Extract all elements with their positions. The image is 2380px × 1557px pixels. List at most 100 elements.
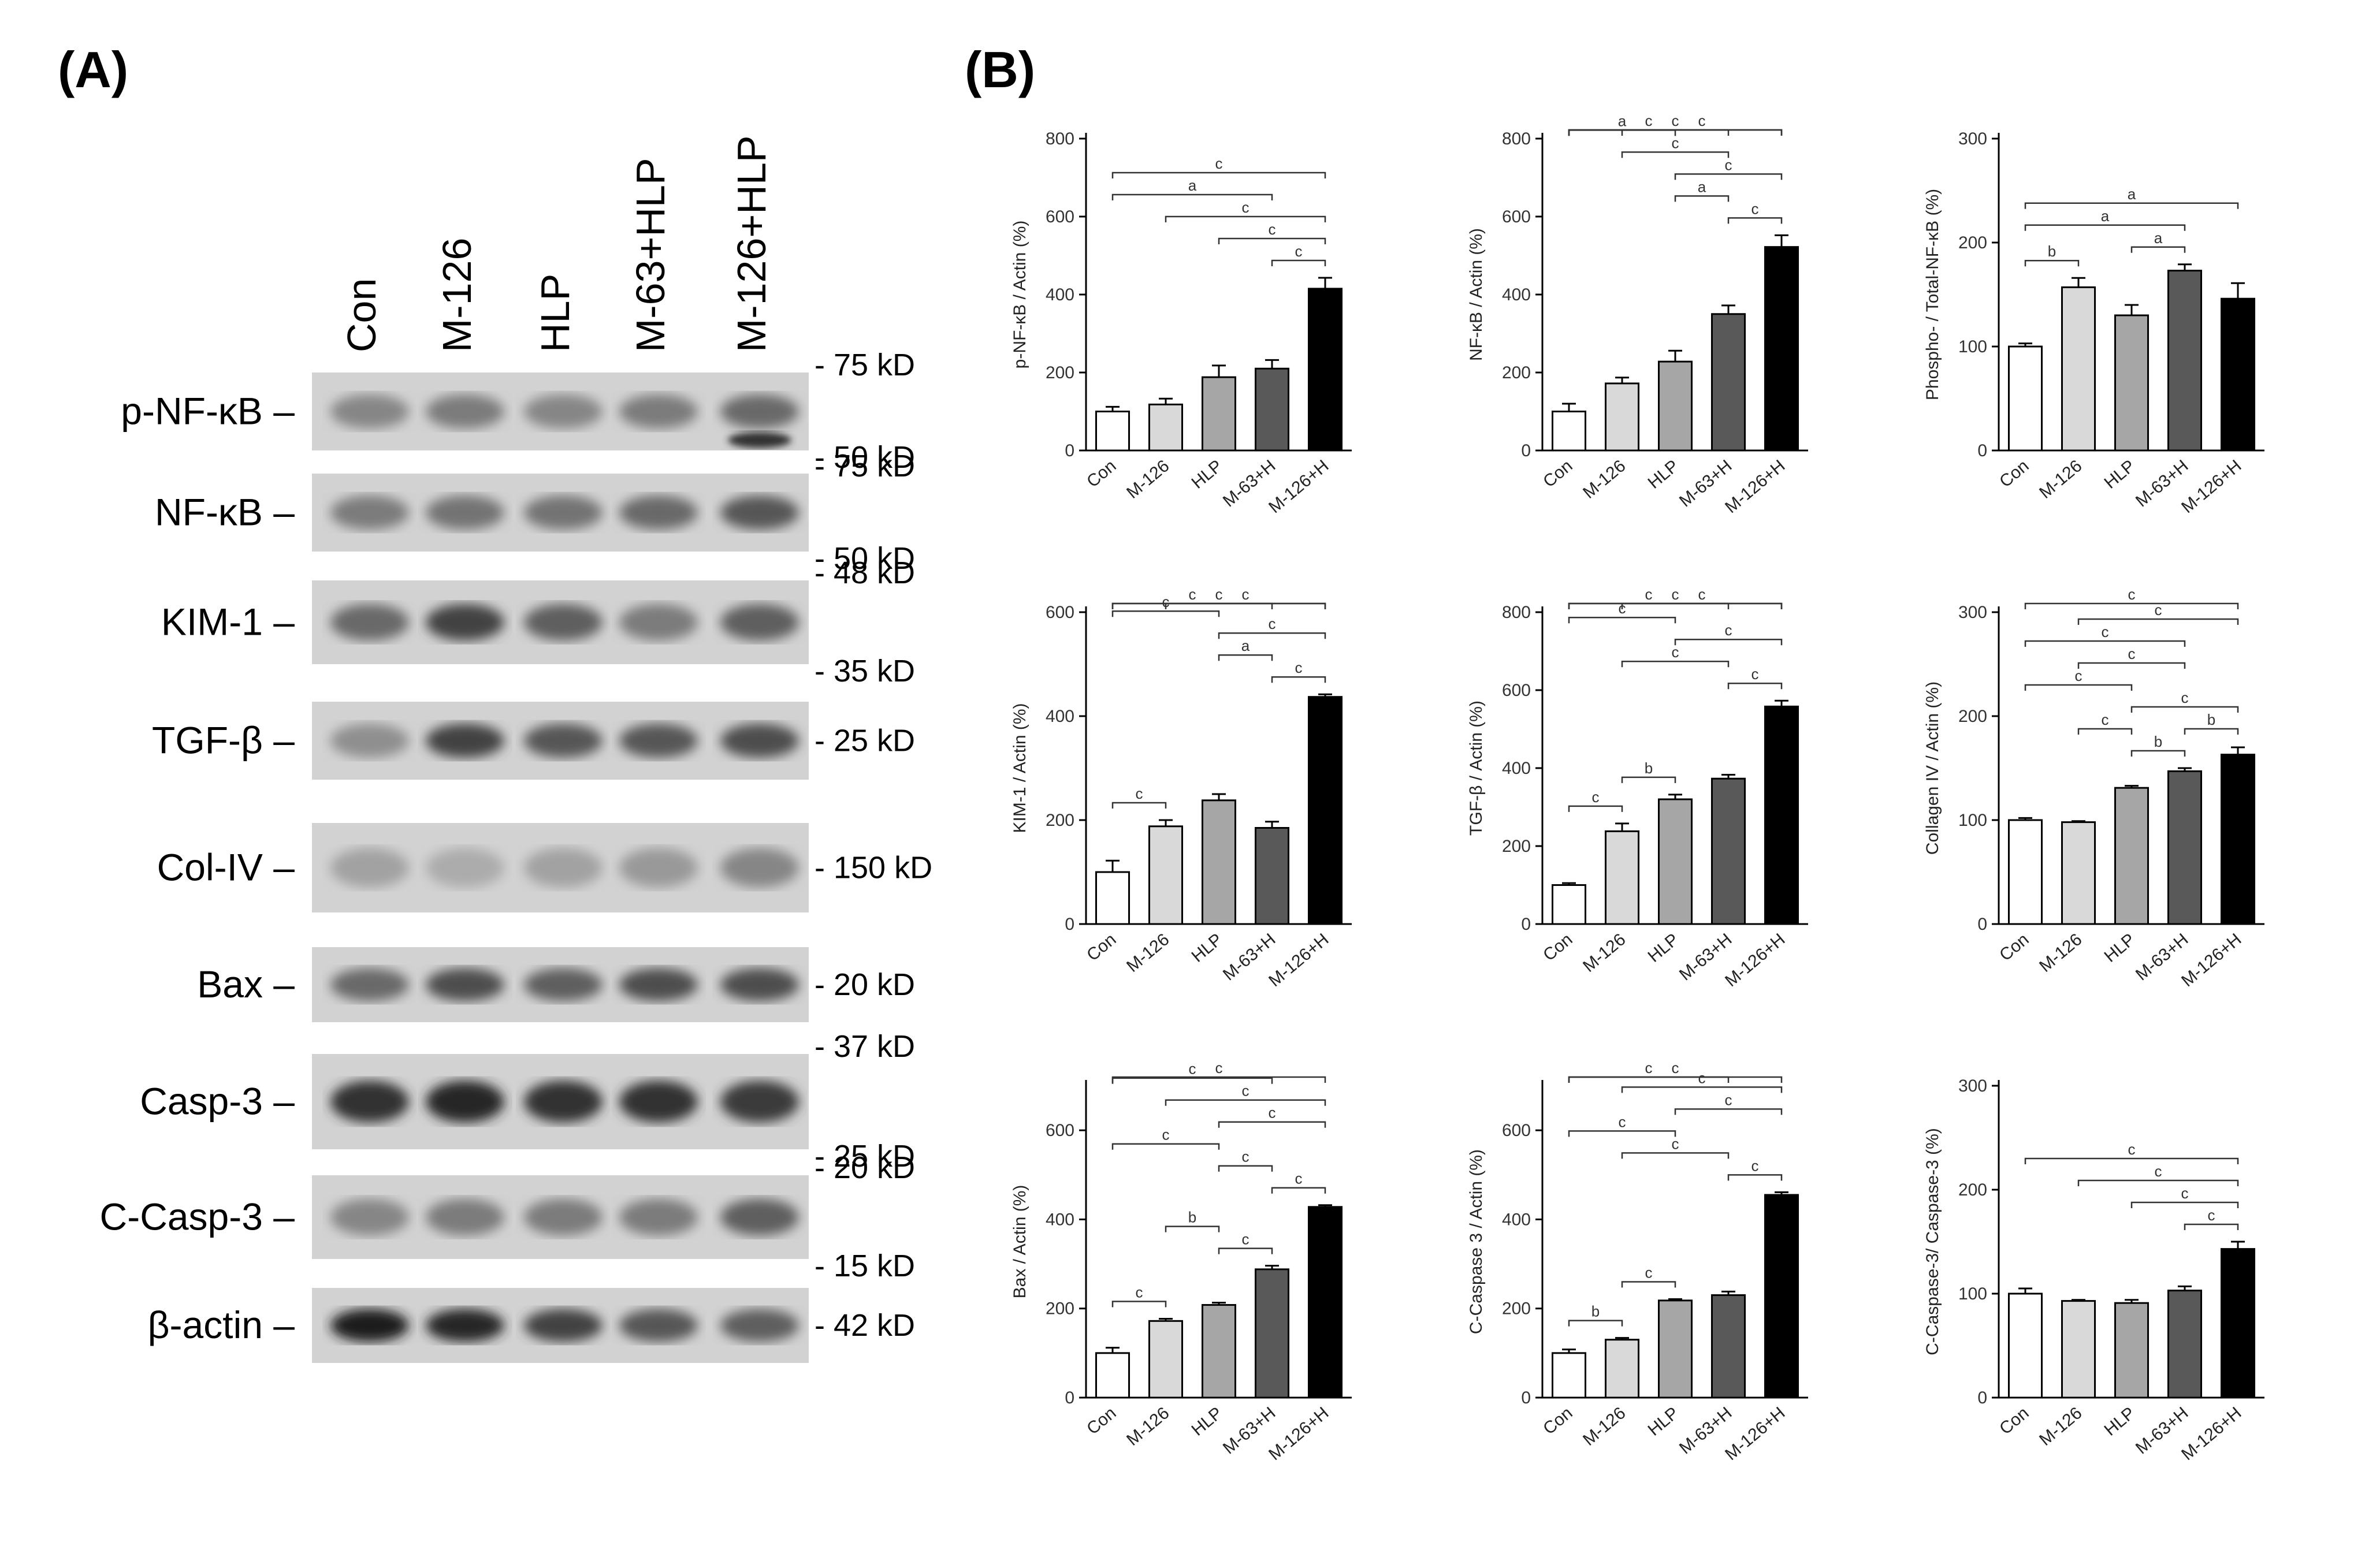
y-tick-label: 300 xyxy=(1958,129,1987,148)
x-category-label: Con xyxy=(1083,1403,1120,1439)
y-tick-label: 200 xyxy=(1502,837,1531,856)
x-category-label: M-126+H xyxy=(2178,1403,2245,1464)
significance-label: c xyxy=(2128,586,2136,603)
significance-label: c xyxy=(2181,689,2189,706)
y-tick-label: 800 xyxy=(1502,603,1531,622)
kd-marker: - 37 kD xyxy=(815,1029,915,1064)
y-tick-label: 600 xyxy=(1046,603,1074,622)
x-category-label: M-126 xyxy=(1123,1403,1173,1450)
significance-label: c xyxy=(1672,112,1679,129)
blot-band xyxy=(619,1309,698,1342)
significance-bracket xyxy=(2024,1157,2239,1164)
blot-row: p-NF-κB – - 75 kD - 50 kD xyxy=(121,348,915,475)
x-category-label: HLP xyxy=(2101,930,2139,966)
bar xyxy=(2114,787,2150,925)
x-category-label: M-126+H xyxy=(2178,930,2245,990)
blot-band xyxy=(524,968,603,1001)
significance-label: c xyxy=(2128,645,2136,662)
y-tick-label: 600 xyxy=(1502,207,1531,226)
significance-bracket xyxy=(2024,684,2133,691)
significance-label: a xyxy=(1188,177,1197,194)
bar xyxy=(1657,1299,1693,1399)
kd-marker: - 35 kD xyxy=(815,654,915,688)
bar xyxy=(2114,314,2150,452)
blot-band xyxy=(330,604,409,641)
significance-bracket xyxy=(1271,1187,1326,1194)
panel-b-label: (B) xyxy=(965,41,1036,98)
blot-band xyxy=(619,1081,698,1123)
significance-bracket xyxy=(1621,602,1783,609)
bar-chart: 0 200 400 600 KIM-1 / Actin (%) Con M-126 HLP M-… xyxy=(1010,586,1352,990)
significance-label: c xyxy=(1751,1157,1759,1174)
significance-bracket xyxy=(1727,682,1783,690)
significance-label: b xyxy=(2154,733,2162,750)
significance-label: c xyxy=(2128,1141,2136,1158)
x-category-label: HLP xyxy=(1188,1403,1226,1440)
bar xyxy=(1551,1352,1587,1399)
kd-marker: - 75 kD xyxy=(815,449,915,483)
significance-label: c xyxy=(2181,1184,2189,1202)
bar xyxy=(1764,1194,1799,1399)
bar xyxy=(1148,403,1184,452)
y-axis-label: Phospho- / Total-NF-κB (%) xyxy=(1923,189,1942,400)
significance-bracket xyxy=(1568,805,1623,812)
y-tick-label: 800 xyxy=(1502,129,1531,148)
y-tick-label: 0 xyxy=(1977,915,1987,934)
significance-label: b xyxy=(2048,243,2056,260)
blot-band xyxy=(524,723,603,758)
significance-label: c xyxy=(2075,667,2082,684)
significance-bracket xyxy=(1621,1152,1730,1159)
protein-label: Casp-3 – xyxy=(140,1080,295,1123)
y-tick-label: 300 xyxy=(1958,603,1987,622)
y-tick-label: 800 xyxy=(1046,129,1074,148)
blot-band xyxy=(426,495,504,530)
blot-band xyxy=(524,848,603,888)
significance-bracket xyxy=(1165,602,1326,609)
y-tick-label: 0 xyxy=(1065,915,1074,934)
significance-label: c xyxy=(1672,643,1679,661)
lane-label: M-126+HLP xyxy=(729,136,774,352)
y-tick-label: 600 xyxy=(1502,681,1531,700)
x-category-label: M-126+H xyxy=(1265,930,1332,990)
y-tick-label: 0 xyxy=(1521,1388,1531,1407)
bar xyxy=(1657,798,1693,925)
bar xyxy=(1201,376,1237,452)
x-category-label: HLP xyxy=(1188,930,1226,966)
blot-band xyxy=(330,1081,409,1123)
significance-bracket xyxy=(1218,1247,1273,1254)
significance-label: c xyxy=(1645,112,1653,129)
significance-bracket xyxy=(2130,246,2186,253)
lane-label: HLP xyxy=(533,274,578,352)
significance-bracket xyxy=(2077,728,2133,735)
y-tick-label: 200 xyxy=(1958,233,1987,252)
significance-label: c xyxy=(2155,601,2162,619)
significance-bracket xyxy=(1111,1143,1220,1150)
blot-band xyxy=(426,723,504,758)
blot-band xyxy=(426,1081,504,1123)
significance-label: c xyxy=(1189,1060,1196,1078)
blot-band xyxy=(426,848,504,888)
y-tick-label: 400 xyxy=(1046,285,1074,304)
blot-band xyxy=(330,723,409,758)
blot-row: β-actin – - 42 kD xyxy=(148,1288,915,1363)
significance-bracket xyxy=(2130,1201,2239,1208)
blot-band xyxy=(720,1309,799,1342)
kd-marker: - 20 kD xyxy=(815,1150,915,1185)
blot-band xyxy=(720,1198,799,1236)
x-category-label: M-126+H xyxy=(1265,456,1332,517)
x-category-label: M-126+H xyxy=(2178,456,2245,517)
y-axis-label: Bax / Actin (%) xyxy=(1010,1185,1029,1299)
significance-bracket xyxy=(1218,1121,1326,1128)
y-tick-label: 100 xyxy=(1958,1284,1987,1303)
blot-band xyxy=(330,394,409,429)
significance-label: c xyxy=(1725,156,1732,173)
y-tick-label: 600 xyxy=(1502,1121,1531,1140)
significance-bracket xyxy=(2077,1179,2239,1186)
kd-marker: - 25 kD xyxy=(815,724,915,758)
bar xyxy=(1710,1294,1746,1399)
y-axis-label: C-Caspase-3/ Caspase-3 (%) xyxy=(1923,1128,1942,1355)
x-category-label: Con xyxy=(1083,930,1120,965)
y-axis-label: Collagen IV / Actin (%) xyxy=(1923,681,1942,855)
